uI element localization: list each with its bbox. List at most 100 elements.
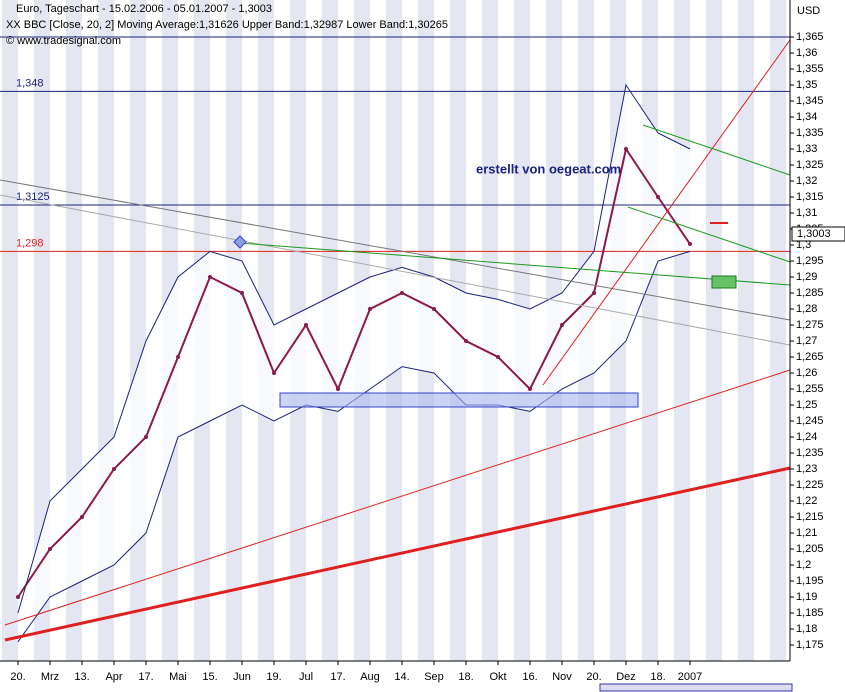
trend-line xyxy=(642,124,791,176)
close-point xyxy=(272,371,276,375)
y-tick-label: 1,315 xyxy=(796,191,824,203)
y-tick-label: 1,185 xyxy=(796,607,824,619)
x-tick-label: Mrz xyxy=(41,671,59,683)
x-tick-label: Nov xyxy=(552,671,572,683)
y-tick-label: 1,235 xyxy=(796,447,824,459)
series-line xyxy=(17,83,691,614)
y-tick-label: 1,26 xyxy=(796,367,817,379)
y-tick-label: 1,265 xyxy=(796,351,824,363)
y-tick-label: 1,225 xyxy=(796,479,824,491)
x-tick-label: 17. xyxy=(138,671,153,683)
stripe xyxy=(738,0,754,661)
y-tick-label: 1,33 xyxy=(796,143,817,155)
close-point xyxy=(592,291,596,295)
x-tick-label: Aug xyxy=(360,671,380,683)
x-tick-label: Apr xyxy=(105,671,122,683)
trend-line xyxy=(627,206,791,263)
y-tick-label: 1,205 xyxy=(796,543,824,555)
axes: 1,175 1,18 1,185 1,19 1,195 1,2 1,205 1,21 1,215… xyxy=(10,31,823,683)
close-point xyxy=(336,387,340,391)
close-point xyxy=(560,323,564,327)
chart-title: Euro, Tageschart - 15.02.2006 - 05.01.20… xyxy=(16,3,272,15)
x-tick-label: Sep xyxy=(424,671,444,683)
scrollbar[interactable] xyxy=(599,683,793,692)
close-point xyxy=(496,355,500,359)
chart-subtitle: XX BBC [Close, 20, 2] Moving Average:1,3… xyxy=(6,19,448,31)
x-tick-label: 18. xyxy=(650,671,665,683)
y-tick-label: 1,325 xyxy=(796,159,824,171)
close-point xyxy=(48,547,52,551)
band-fill xyxy=(18,85,690,642)
x-tick-label: 13. xyxy=(74,671,89,683)
y-tick-label: 1,28 xyxy=(796,303,817,315)
trend-line xyxy=(4,369,791,626)
trend-line xyxy=(0,179,791,321)
y-tick-label: 1,195 xyxy=(796,575,824,587)
support-zone xyxy=(279,392,639,408)
marker xyxy=(233,235,247,249)
close-point xyxy=(368,307,372,311)
y-tick-label: 1,295 xyxy=(796,255,824,267)
y-tick-label: 1,25 xyxy=(796,399,817,411)
trend-line xyxy=(0,194,791,346)
y-tick-label: 1,19 xyxy=(796,591,817,603)
close-point xyxy=(400,291,404,295)
close-point xyxy=(464,339,468,343)
stripe xyxy=(674,0,690,661)
x-tick-label: Mai xyxy=(169,671,187,683)
x-tick-label: 19. xyxy=(266,671,281,683)
x-tick-label: 15. xyxy=(202,671,217,683)
y-tick-label: 1,27 xyxy=(796,335,817,347)
y-tick-label: 1,215 xyxy=(796,511,824,523)
y-tick-label: 1,18 xyxy=(796,623,817,635)
price-tag-label: 1,3003 xyxy=(797,228,831,240)
close-point xyxy=(176,355,180,359)
close-point xyxy=(240,291,244,295)
close-point xyxy=(688,242,692,247)
x-tick-label: 16. xyxy=(522,671,537,683)
x-tick-label: Okt xyxy=(489,671,506,683)
close-point xyxy=(432,307,436,311)
close-point xyxy=(144,435,148,439)
close-point xyxy=(80,515,84,519)
y-tick-label: 1,245 xyxy=(796,415,824,427)
level-label: 1,348 xyxy=(16,77,44,89)
close-point xyxy=(304,323,308,327)
trend-line xyxy=(4,466,791,642)
close-point xyxy=(208,275,212,279)
x-tick-label: 20. xyxy=(10,671,25,683)
y-axis-title: USD xyxy=(797,5,820,17)
trend-line xyxy=(239,242,791,286)
y-tick-label: 1,255 xyxy=(796,383,824,395)
x-tick-label: Jun xyxy=(233,671,251,683)
x-tick-label: 2007 xyxy=(678,671,702,683)
close-point xyxy=(112,467,116,471)
stripe xyxy=(642,0,658,661)
x-tick-label: Dez xyxy=(616,671,636,683)
source: © www.tradesignal.com xyxy=(6,35,121,47)
y-tick-label: 1,23 xyxy=(796,463,817,475)
x-tick-label: Jul xyxy=(299,671,313,683)
annotation: erstellt von oegeat.com xyxy=(476,161,621,176)
y-tick-label: 1,35 xyxy=(796,79,817,91)
y-tick-label: 1,34 xyxy=(796,111,817,123)
y-tick-label: 1,175 xyxy=(796,639,824,651)
y-tick-label: 1,31 xyxy=(796,207,817,219)
y-tick-label: 1,285 xyxy=(796,287,824,299)
price-tag xyxy=(791,226,845,242)
y-tick-label: 1,24 xyxy=(796,431,817,443)
trend-line xyxy=(542,39,791,386)
close-point xyxy=(656,195,660,199)
x-tick-label: 14. xyxy=(394,671,409,683)
y-tick-label: 1,365 xyxy=(796,31,824,43)
x-tick-label: 17. xyxy=(330,671,345,683)
close-point xyxy=(16,595,20,599)
stripe xyxy=(770,0,786,661)
target-zone xyxy=(711,275,737,289)
y-tick-label: 1,355 xyxy=(796,63,824,75)
y-tick-label: 1,2 xyxy=(796,559,811,571)
close-point xyxy=(624,147,628,151)
y-tick-label: 1,36 xyxy=(796,47,817,59)
